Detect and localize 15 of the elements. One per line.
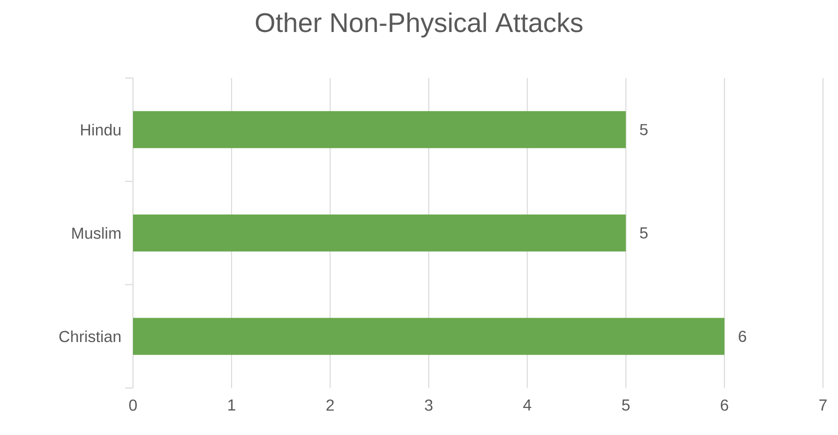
y-tick-label: Hindu: [81, 124, 120, 136]
data-label: 5: [640, 227, 648, 239]
x-tick-label: 4: [523, 400, 532, 410]
x-tick-label: 5: [622, 400, 630, 411]
chart-title: Other Non-Physical Attacks: [256, 12, 582, 38]
x-tick-label: 6: [720, 400, 728, 411]
x-tick-label: 1: [228, 400, 236, 410]
x-tick-label: 0: [129, 400, 137, 411]
y-tick-label: Christian: [59, 330, 120, 342]
x-tick-label: 7: [819, 400, 827, 410]
x-tick-label: 3: [424, 400, 432, 411]
data-label: 5: [640, 124, 648, 136]
y-tick-label: Muslim: [72, 227, 120, 239]
x-tick-label: 2: [326, 400, 334, 411]
data-label: 6: [738, 330, 746, 342]
